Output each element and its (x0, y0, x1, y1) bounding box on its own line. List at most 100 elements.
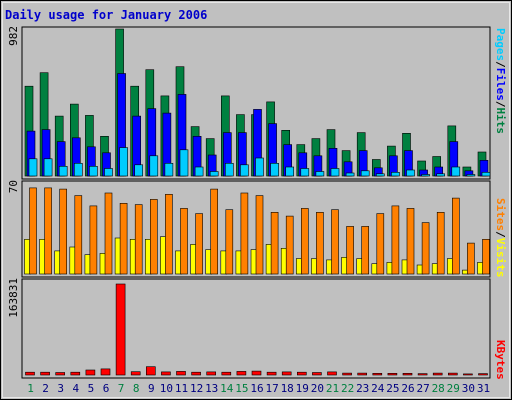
sites-bar-day-23 (361, 226, 370, 275)
legend-entry-1: / (494, 231, 507, 238)
sites-bar-day-31 (482, 239, 490, 275)
pages-bar-day-8 (134, 164, 143, 177)
x-tick-label-day-18: 18 (281, 382, 294, 395)
x-tick-label-day-6: 6 (103, 382, 110, 395)
kbytes-bar-day-5 (85, 369, 96, 376)
x-tick-label-day-20: 20 (311, 382, 324, 395)
kbytes-bar-day-13 (206, 371, 216, 376)
pages-bar-day-16 (255, 157, 264, 177)
pages-bar-day-26 (406, 169, 415, 177)
pages-bar-day-23 (360, 170, 370, 177)
kbytes-bar-day-20 (312, 372, 322, 376)
pages-bar-day-29 (451, 166, 461, 177)
pages-bar-day-6 (104, 168, 113, 177)
pages-bar-day-9 (149, 155, 159, 177)
sites-bar-day-9 (150, 199, 158, 275)
pages-bar-day-11 (179, 149, 189, 177)
pages-bar-day-4 (74, 163, 83, 177)
pages-bar-day-21 (330, 168, 340, 177)
x-tick-label-day-13: 13 (205, 382, 218, 395)
kbytes-bar-day-9 (146, 366, 156, 376)
x-tick-label-day-26: 26 (401, 382, 414, 395)
hits-max-label: 982 (7, 26, 20, 46)
kbytes-bar-day-3 (55, 372, 66, 376)
pages-bar-day-14 (225, 163, 234, 177)
kbytes-bar-day-25 (387, 372, 398, 376)
x-tick-label-day-23: 23 (356, 382, 369, 395)
legend-pages-files-hits: Pages/Files/Hits (494, 28, 507, 134)
sites-bar-day-7 (119, 203, 128, 275)
sites-bar-day-18 (285, 215, 294, 275)
kbytes-bar-day-7 (115, 283, 126, 376)
kbytes-bar-day-19 (296, 371, 307, 376)
sites-bar-day-12 (195, 213, 203, 275)
kbytes-bar-day-28 (432, 372, 443, 376)
sites-bar-day-27 (421, 222, 430, 275)
sites-bar-day-28 (436, 212, 445, 275)
legend-entry-2: Files (494, 68, 507, 101)
pages-bar-day-7 (119, 147, 128, 177)
sites-bar-day-11 (180, 208, 188, 275)
legend-entry-2: Visits (494, 238, 507, 278)
x-tick-label-day-12: 12 (190, 382, 203, 395)
pages-bar-day-12 (194, 166, 204, 177)
kbytes-bar-day-26 (402, 372, 413, 376)
x-tick-label-day-4: 4 (72, 382, 79, 395)
x-tick-label-day-31: 31 (477, 382, 490, 395)
sites-bar-day-10 (165, 194, 173, 275)
x-tick-label-day-24: 24 (371, 382, 385, 395)
x-tick-label-day-27: 27 (416, 382, 429, 395)
pages-bar-day-2 (43, 158, 53, 177)
x-tick-label-day-28: 28 (432, 382, 445, 395)
pages-bar-day-1 (28, 158, 38, 177)
kbytes-bar-day-11 (176, 371, 186, 376)
sites-bar-day-4 (74, 195, 83, 275)
pages-bar-day-13 (209, 171, 219, 177)
legend-kbytes: KBytes (494, 340, 507, 380)
kbytes-bar-day-30 (463, 373, 473, 376)
pages-bar-day-10 (164, 163, 174, 177)
sites-bar-day-8 (134, 204, 143, 275)
pages-bar-day-5 (89, 166, 98, 177)
kbytes-bar-day-4 (70, 371, 81, 376)
sites-bar-day-21 (331, 209, 339, 275)
sites-bar-day-26 (406, 208, 415, 275)
kbytes-bar-day-23 (357, 372, 368, 376)
x-tick-label-day-9: 9 (148, 382, 155, 395)
kbytes-bar-day-12 (191, 371, 201, 376)
kbytes-bar-day-1 (25, 371, 35, 376)
pages-bar-day-28 (436, 173, 446, 177)
sites-bar-day-3 (59, 188, 68, 275)
kbytes-bar-day-29 (447, 372, 458, 376)
sites-bar-day-19 (300, 208, 309, 275)
sites-bar-day-13 (210, 188, 218, 275)
sites-bar-day-17 (270, 212, 279, 275)
kbytes-bar-day-31 (478, 373, 488, 376)
x-tick-label-day-22: 22 (341, 382, 354, 395)
pages-bar-day-20 (315, 171, 325, 177)
pages-bar-day-27 (421, 174, 430, 177)
x-tick-label-day-25: 25 (386, 382, 399, 395)
kbytes-max-label: 163831 (7, 278, 20, 318)
pages-bar-day-31 (481, 172, 491, 177)
kbytes-bar-day-27 (417, 373, 428, 376)
legend-entry-4: Hits (494, 108, 507, 135)
sites-bar-day-29 (451, 197, 460, 275)
pages-bar-day-24 (375, 173, 385, 177)
x-tick-label-day-21: 21 (326, 382, 339, 395)
sites-bar-day-5 (89, 205, 98, 275)
sites-max-label: 70 (7, 180, 20, 193)
chart-title: Daily usage for January 2006 (5, 8, 207, 22)
pages-bar-day-25 (391, 172, 400, 177)
legend-entry-0: KBytes (494, 340, 507, 380)
pages-bar-day-15 (240, 164, 249, 177)
sites-bar-day-6 (104, 192, 113, 275)
kbytes-bar-day-24 (372, 372, 383, 376)
legend-entry-3: / (494, 101, 507, 108)
kbytes-bar-day-2 (40, 371, 50, 376)
x-tick-label-day-30: 30 (462, 382, 475, 395)
kbytes-bar-day-15 (236, 371, 247, 376)
pages-bar-day-3 (58, 166, 68, 177)
